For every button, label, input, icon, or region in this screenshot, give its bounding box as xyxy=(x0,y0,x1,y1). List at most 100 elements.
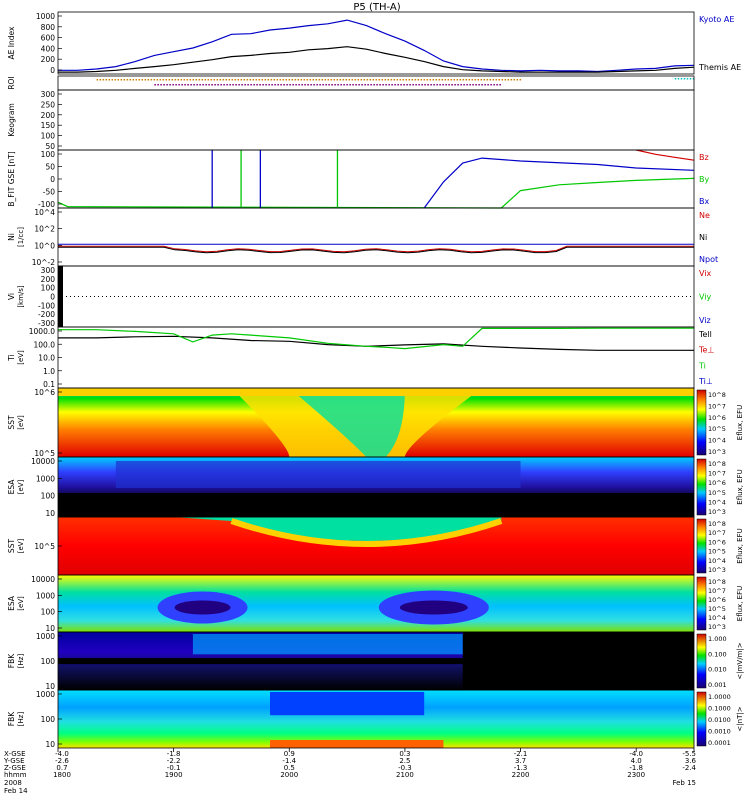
bfit-ytick-label: -50 xyxy=(43,188,55,197)
esa_e-colorbar-tick: 10^5 xyxy=(708,489,726,497)
roi-dot xyxy=(220,84,222,86)
sst_i-colorbar-bar xyxy=(696,518,707,574)
roi-dot xyxy=(217,84,219,86)
plot-title: P5 (TH-A) xyxy=(353,2,400,13)
roi-dot xyxy=(312,79,315,81)
roi-dot xyxy=(163,84,165,86)
roi-dot xyxy=(376,84,378,86)
roi-dot xyxy=(358,84,360,86)
roi-dot xyxy=(390,79,393,81)
bottom-axis-row-label: 2008 xyxy=(4,779,22,787)
roi-dot xyxy=(205,84,207,86)
roi-dot xyxy=(475,84,477,86)
roi-dot xyxy=(294,79,297,81)
roi-dot xyxy=(180,79,183,81)
roi-dot xyxy=(325,84,327,86)
roi-dot xyxy=(429,79,432,81)
roi-dot xyxy=(674,78,677,80)
roi-dot xyxy=(282,79,285,81)
roi-dot xyxy=(169,84,171,86)
roi-dot xyxy=(288,79,291,81)
roi-dot xyxy=(499,84,501,86)
roi-dot xyxy=(114,79,117,81)
ae-ytick-label: 200 xyxy=(41,55,56,64)
fbk_b-ytick-label: 10 xyxy=(45,740,55,749)
fbk-b-colorbar-tick: 0.0001 xyxy=(708,739,731,747)
roi-dot xyxy=(129,79,132,81)
ti-ytick-label: 100.0 xyxy=(34,340,56,349)
bottom-axis: X-GSEY-GSEZ-GSEhhmm2008-4.0-2.60.71800-1… xyxy=(3,748,697,795)
vi-ytick-label: 100 xyxy=(41,284,56,293)
roi-dot xyxy=(441,79,444,81)
roi-dot xyxy=(519,79,522,81)
esa_i-colorbar-tick: 10^4 xyxy=(708,614,726,622)
sst_i-colorbar-tick: 10^7 xyxy=(708,529,726,537)
roi-dot xyxy=(231,79,234,81)
bottom-axis-zgse: -0.1 xyxy=(167,764,181,772)
fbk-e-colorbar-tick: 1.000 xyxy=(708,635,727,643)
vi-ylabel: Vi xyxy=(7,293,16,300)
roi-dot xyxy=(447,79,450,81)
bottom-axis-time: 2200 xyxy=(512,771,530,779)
roi-dot xyxy=(141,79,144,81)
roi-dot xyxy=(354,79,357,81)
sst_e-colorbar-tick: 10^3 xyxy=(708,448,726,456)
roi-dot xyxy=(445,84,447,86)
esa_i-colorbar-tick: 10^5 xyxy=(708,605,726,613)
roi-dot xyxy=(210,79,213,81)
sst_i-colorbar-tick: 10^4 xyxy=(708,557,726,565)
ni-ytick-label: 10^0 xyxy=(34,241,55,250)
sst_i-ylabel: SST xyxy=(7,539,16,554)
roi-dot xyxy=(316,84,318,86)
roi-dot xyxy=(516,79,519,81)
roi-dot xyxy=(291,79,294,81)
roi-dot xyxy=(378,79,381,81)
roi-dot xyxy=(319,84,321,86)
fbk-e-dark-band xyxy=(58,658,694,665)
roi-dot xyxy=(189,79,192,81)
roi-dot xyxy=(412,84,414,86)
roi-dot xyxy=(190,84,192,86)
roi-dot xyxy=(397,84,399,86)
sst_e-ytick-label: 10^5 xyxy=(34,449,55,458)
roi-dot xyxy=(295,84,297,86)
roi-dot xyxy=(207,79,210,81)
fbk_e-yunits: [Hz] xyxy=(17,654,25,669)
roi-dot xyxy=(339,79,342,81)
bfit-series-bz xyxy=(636,149,695,161)
roi-dot xyxy=(162,79,165,81)
roi-dot xyxy=(258,79,261,81)
fbk-e-colorbar-tick: 0.100 xyxy=(708,650,727,658)
roi-dot xyxy=(249,79,252,81)
fbk-e-colorbar-tick: 0.001 xyxy=(708,681,727,689)
esa_i-colorbar-label: Eflux, EFU xyxy=(736,586,744,621)
roi-dot xyxy=(213,79,216,81)
roi-dot xyxy=(382,84,384,86)
roi-dot xyxy=(396,79,399,81)
roi-dot xyxy=(204,79,207,81)
sst_e-colorbar-tick: 10^7 xyxy=(708,402,726,410)
fbk-b-colorbar-bar xyxy=(696,691,707,747)
vi-ytick-label: 300 xyxy=(41,266,56,275)
bottom-axis-ygse: 4.0 xyxy=(631,757,642,765)
esa_e-colorbar-tick: 10^6 xyxy=(708,479,726,487)
roi-dot xyxy=(394,84,396,86)
roi-dot xyxy=(496,84,498,86)
roi-dot xyxy=(229,84,231,86)
fbk-e-dark-block xyxy=(462,632,694,690)
esa_e-colorbar-bar xyxy=(696,458,707,516)
sst_i-colorbar-label: Eflux, EFU xyxy=(736,528,744,563)
roi-ylabel: ROI xyxy=(7,76,16,89)
roi-dot xyxy=(322,84,324,86)
roi-dot xyxy=(367,84,369,86)
roi-dot xyxy=(126,79,129,81)
bottom-axis-xgse: 0.9 xyxy=(284,750,295,758)
roi-dot xyxy=(400,84,402,86)
roi-dot xyxy=(465,79,468,81)
roi-dot xyxy=(474,79,477,81)
bottom-axis-zgse: -2.4 xyxy=(682,764,696,772)
esa_i-ytick-label: 1000 xyxy=(36,591,55,600)
fbk-b-colorbar-tick: 0.0100 xyxy=(708,716,731,724)
roi-dot xyxy=(342,79,345,81)
roi-dot xyxy=(486,79,489,81)
